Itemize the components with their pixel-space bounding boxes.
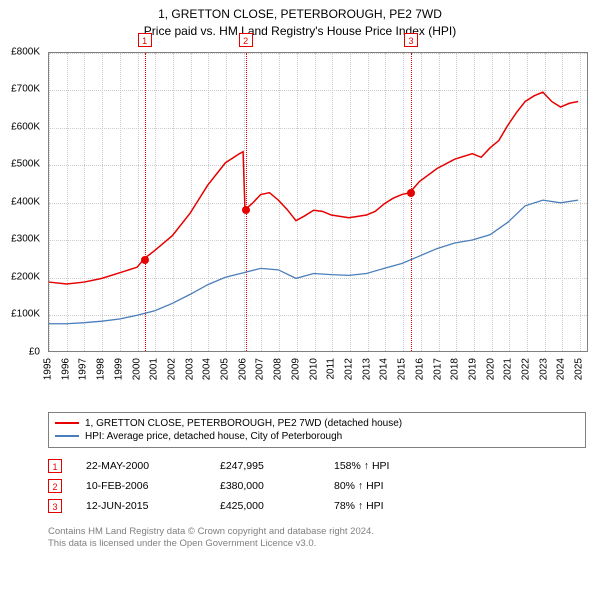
x-tick-label: 2008 [273,358,284,380]
legend-item: 1, GRETTON CLOSE, PETERBOROUGH, PE2 7WD … [55,417,579,430]
x-tick-label: 2025 [574,358,585,380]
y-axis-labels: £0£100K£200K£300K£400K£500K£600K£700K£80… [0,52,44,352]
sales-price: £247,995 [220,460,310,472]
x-tick-label: 2009 [290,358,301,380]
x-tick-label: 2001 [149,358,160,380]
x-tick-label: 2006 [237,358,248,380]
sales-date: 10-FEB-2006 [86,480,196,492]
sales-badge: 2 [48,479,62,493]
x-tick-label: 2024 [556,358,567,380]
x-tick-label: 2022 [521,358,532,380]
legend-label: HPI: Average price, detached house, City… [85,431,342,442]
x-tick-label: 2011 [326,358,337,380]
x-tick-label: 2003 [184,358,195,380]
x-tick-label: 2002 [166,358,177,380]
x-tick-label: 2014 [379,358,390,380]
title-subtitle: Price paid vs. HM Land Registry's House … [0,23,600,40]
sales-hpi: 78% ↑ HPI [334,500,384,512]
sales-row: 2 10-FEB-2006 £380,000 80% ↑ HPI [48,476,586,496]
sales-badge: 1 [48,459,62,473]
sales-hpi: 80% ↑ HPI [334,480,384,492]
sale-marker-badge: 1 [138,33,152,47]
title-address: 1, GRETTON CLOSE, PETERBOROUGH, PE2 7WD [0,6,600,23]
chart-legend: 1, GRETTON CLOSE, PETERBOROUGH, PE2 7WD … [48,412,586,448]
legend-label: 1, GRETTON CLOSE, PETERBOROUGH, PE2 7WD … [85,418,402,429]
sales-date: 12-JUN-2015 [86,500,196,512]
x-tick-label: 2004 [202,358,213,380]
x-tick-label: 2021 [503,358,514,380]
y-tick-label: £300K [11,234,40,245]
y-tick-label: £400K [11,196,40,207]
legend-swatch [55,435,79,437]
chart-svg [49,53,587,351]
chart-area: £0 £100K £200K £300K £400K £500K £600K £700K £80… [0,42,600,412]
x-tick-label: 2012 [343,358,354,380]
sale-marker-badge: 3 [404,33,418,47]
series-hpi [49,200,578,324]
x-tick-label: 2023 [538,358,549,380]
y-tick-label: £200K [11,271,40,282]
x-tick-label: 1995 [43,358,54,380]
sales-table: 1 22-MAY-2000 £247,995 158% ↑ HPI 2 10-FEB-20… [48,456,586,516]
x-tick-label: 2007 [255,358,266,380]
legend-swatch [55,422,79,424]
sale-marker-badge: 2 [239,33,253,47]
x-tick-label: 1997 [78,358,89,380]
x-tick-label: 2010 [308,358,319,380]
x-tick-label: 2005 [220,358,231,380]
sale-marker-dot [141,256,149,264]
series-price_paid [49,92,578,284]
x-tick-label: 1996 [60,358,71,380]
x-tick-label: 2013 [361,358,372,380]
x-tick-label: 2000 [131,358,142,380]
sales-row: 1 22-MAY-2000 £247,995 158% ↑ HPI [48,456,586,476]
sales-date: 22-MAY-2000 [86,460,196,472]
sales-badge: 3 [48,499,62,513]
y-tick-label: £500K [11,159,40,170]
y-tick-label: £600K [11,121,40,132]
sales-hpi: 158% ↑ HPI [334,460,389,472]
footer-line2: This data is licensed under the Open Gov… [48,538,586,551]
x-tick-label: 2016 [414,358,425,380]
x-tick-label: 1999 [113,358,124,380]
y-tick-label: £0 [29,346,40,357]
y-tick-label: £100K [11,309,40,320]
chart-plot: 123 [48,52,588,352]
y-tick-label: £700K [11,84,40,95]
x-tick-label: 2020 [485,358,496,380]
footer-line1: Contains HM Land Registry data © Crown c… [48,526,586,539]
x-tick-label: 2018 [450,358,461,380]
sales-price: £425,000 [220,500,310,512]
title-block: 1, GRETTON CLOSE, PETERBOROUGH, PE2 7WD … [0,0,600,42]
x-axis-labels: 1995199619971998199920002001200220032004… [48,354,588,404]
x-tick-label: 2019 [467,358,478,380]
sale-marker-dot [242,206,250,214]
x-tick-label: 2015 [397,358,408,380]
x-tick-label: 1998 [96,358,107,380]
sales-row: 3 12-JUN-2015 £425,000 78% ↑ HPI [48,496,586,516]
legend-item: HPI: Average price, detached house, City… [55,430,579,443]
sale-marker-dot [407,189,415,197]
sales-price: £380,000 [220,480,310,492]
footer-attribution: Contains HM Land Registry data © Crown c… [48,526,586,552]
y-tick-label: £800K [11,46,40,57]
x-tick-label: 2017 [432,358,443,380]
